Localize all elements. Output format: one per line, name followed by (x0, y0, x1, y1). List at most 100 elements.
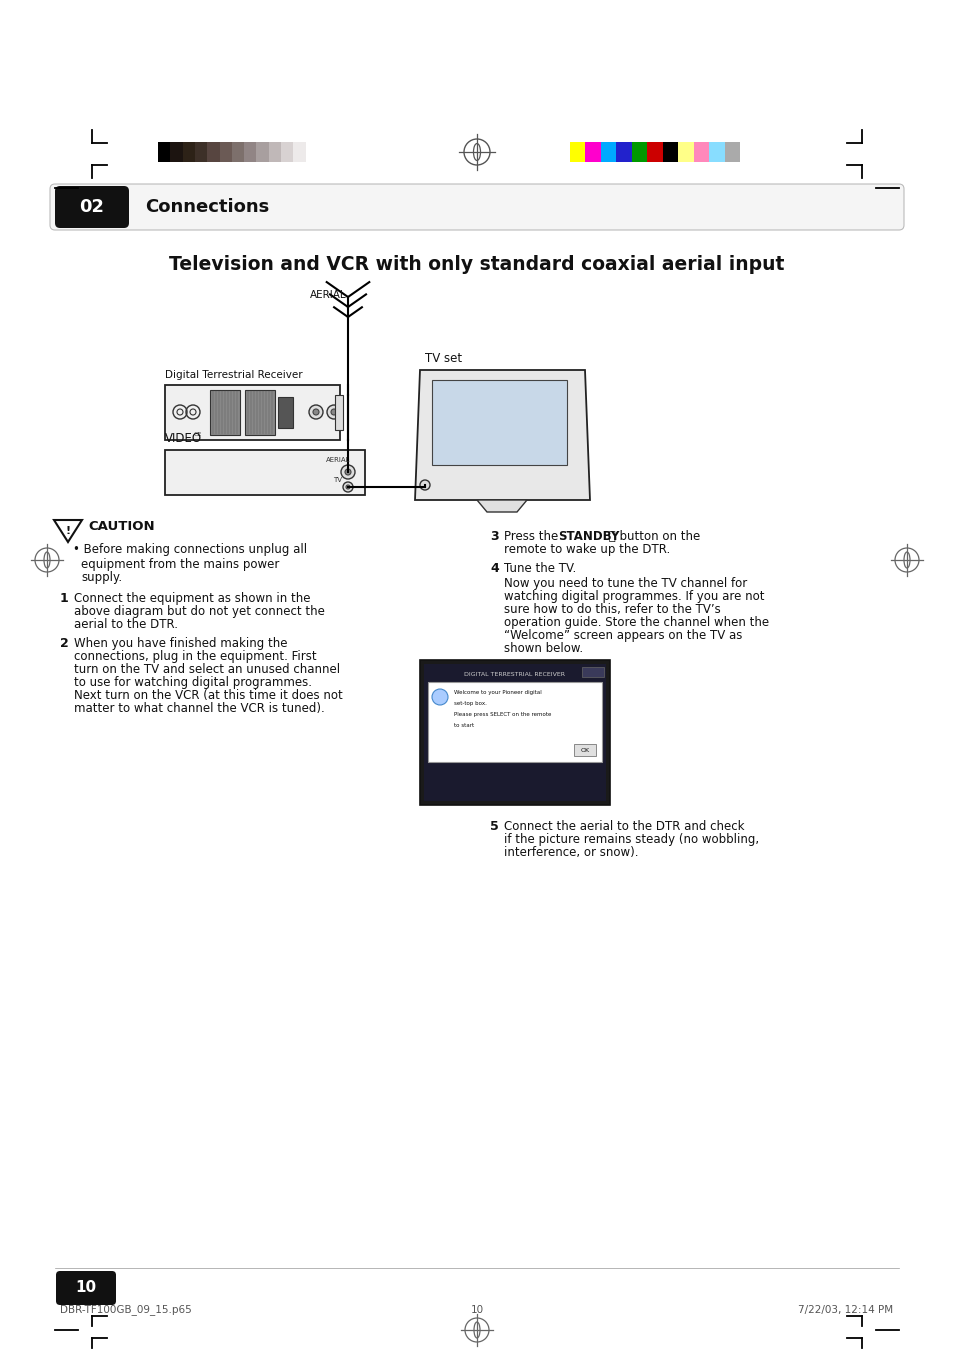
Bar (269, 142, 281, 162)
Text: 1: 1 (60, 592, 69, 605)
Bar (600, 142, 616, 162)
Bar (678, 142, 693, 162)
Bar (194, 142, 207, 162)
Text: equipment from the mains power: equipment from the mains power (81, 558, 279, 571)
Text: Connect the equipment as shown in the: Connect the equipment as shown in the (74, 592, 310, 605)
Bar (158, 142, 171, 162)
Bar (432, 380, 566, 465)
Bar (165, 450, 365, 494)
Bar (182, 142, 194, 162)
Text: aerial to the DTR.: aerial to the DTR. (74, 617, 178, 631)
Text: set-top box.: set-top box. (454, 701, 486, 707)
Text: 4: 4 (490, 562, 498, 576)
Text: OK: OK (579, 747, 589, 753)
Text: supply.: supply. (81, 571, 122, 584)
Bar (171, 142, 182, 162)
Bar (335, 394, 343, 430)
Text: VIDEO: VIDEO (165, 432, 202, 444)
Text: • Before making connections unplug all: • Before making connections unplug all (73, 543, 307, 557)
Bar (581, 667, 603, 677)
Text: sure how to do this, refer to the TV’s: sure how to do this, refer to the TV’s (503, 603, 720, 616)
Circle shape (313, 409, 318, 415)
Text: to start: to start (454, 723, 474, 728)
Bar (165, 385, 339, 440)
Bar (277, 397, 293, 428)
Text: Press the: Press the (503, 530, 561, 543)
Text: matter to what channel the VCR is tuned).: matter to what channel the VCR is tuned)… (74, 703, 324, 715)
Text: remote to wake up the DTR.: remote to wake up the DTR. (503, 543, 670, 557)
Text: above diagram but do not yet connect the: above diagram but do not yet connect the (74, 605, 325, 617)
Circle shape (419, 480, 430, 490)
Text: Connect the aerial to the DTR and check: Connect the aerial to the DTR and check (503, 820, 743, 834)
Circle shape (309, 405, 323, 419)
Text: Tune the TV.: Tune the TV. (503, 562, 576, 576)
Text: STANDBY: STANDBY (558, 530, 618, 543)
Text: Next turn on the VCR (at this time it does not: Next turn on the VCR (at this time it do… (74, 689, 342, 703)
Bar (585, 142, 600, 162)
Text: Please press SELECT on the remote: Please press SELECT on the remote (454, 712, 551, 717)
Bar (662, 142, 678, 162)
Text: AERIAL: AERIAL (310, 290, 346, 300)
Bar (294, 142, 305, 162)
Circle shape (343, 482, 353, 492)
Text: if the picture remains steady (no wobbling,: if the picture remains steady (no wobbli… (503, 834, 759, 846)
Text: !: ! (66, 526, 71, 536)
Circle shape (346, 485, 350, 489)
Bar (305, 142, 317, 162)
Bar (219, 142, 232, 162)
Circle shape (331, 409, 336, 415)
Bar (723, 142, 740, 162)
Bar (423, 663, 605, 801)
Circle shape (432, 689, 448, 705)
Bar (569, 142, 585, 162)
Text: connections, plug in the equipment. First: connections, plug in the equipment. Firs… (74, 650, 316, 663)
Circle shape (327, 405, 340, 419)
Text: 2: 2 (60, 638, 69, 650)
Text: 7/22/03, 12:14 PM: 7/22/03, 12:14 PM (797, 1305, 892, 1315)
Bar (428, 682, 601, 762)
FancyBboxPatch shape (55, 186, 129, 228)
Bar (616, 142, 631, 162)
Bar (708, 142, 723, 162)
Bar (256, 142, 269, 162)
Text: ⓕ button on the: ⓕ button on the (604, 530, 700, 543)
Bar (244, 142, 256, 162)
Text: AERIAL: AERIAL (325, 457, 350, 463)
Text: “Welcome” screen appears on the TV as: “Welcome” screen appears on the TV as (503, 630, 741, 642)
FancyBboxPatch shape (56, 1271, 116, 1305)
Polygon shape (415, 370, 589, 500)
FancyBboxPatch shape (50, 184, 903, 230)
Text: CAUTION: CAUTION (88, 520, 154, 534)
Text: CE: CE (193, 431, 202, 436)
Text: Welcome to your Pioneer digital: Welcome to your Pioneer digital (454, 690, 541, 694)
Text: turn on the TV and select an unused channel: turn on the TV and select an unused chan… (74, 663, 340, 676)
Bar (232, 142, 244, 162)
Bar (245, 390, 274, 435)
Polygon shape (476, 500, 526, 512)
Text: interference, or snow).: interference, or snow). (503, 846, 638, 859)
Bar (210, 390, 240, 435)
Text: TV set: TV set (424, 353, 461, 365)
Bar (631, 142, 646, 162)
Text: When you have finished making the: When you have finished making the (74, 638, 287, 650)
Text: watching digital programmes. If you are not: watching digital programmes. If you are … (503, 590, 763, 603)
Text: 10: 10 (75, 1281, 96, 1296)
Text: Digital Terrestrial Receiver: Digital Terrestrial Receiver (165, 370, 302, 380)
Text: 5: 5 (490, 820, 498, 834)
Circle shape (340, 465, 355, 480)
Bar (646, 142, 662, 162)
Text: DIGITAL TERRESTRIAL RECEIVER: DIGITAL TERRESTRIAL RECEIVER (464, 671, 565, 677)
Text: Connections: Connections (145, 199, 269, 216)
Text: operation guide. Store the channel when the: operation guide. Store the channel when … (503, 616, 768, 630)
Text: DBR-TF100GB_09_15.p65: DBR-TF100GB_09_15.p65 (60, 1305, 192, 1316)
Circle shape (345, 469, 351, 476)
Text: 3: 3 (490, 530, 498, 543)
Bar (419, 661, 609, 805)
Bar (693, 142, 708, 162)
Text: Television and VCR with only standard coaxial aerial input: Television and VCR with only standard co… (169, 254, 784, 273)
Text: to use for watching digital programmes.: to use for watching digital programmes. (74, 676, 312, 689)
Bar (574, 744, 596, 757)
Bar (281, 142, 294, 162)
Polygon shape (54, 520, 82, 542)
Text: 10: 10 (470, 1305, 483, 1315)
